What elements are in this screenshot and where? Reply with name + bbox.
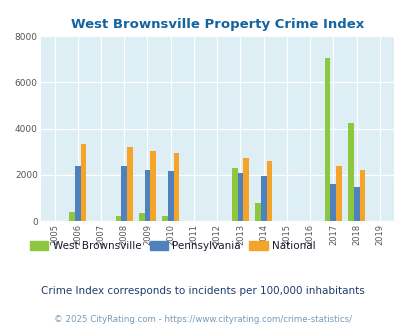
Bar bbox=[243, 157, 249, 221]
Bar bbox=[359, 170, 364, 221]
Bar bbox=[81, 144, 86, 221]
Bar bbox=[162, 216, 167, 221]
Bar bbox=[324, 58, 330, 221]
Bar bbox=[347, 123, 353, 221]
Bar bbox=[353, 187, 359, 221]
Bar bbox=[139, 214, 144, 221]
Bar bbox=[237, 173, 243, 221]
Bar bbox=[121, 166, 127, 221]
Bar bbox=[335, 166, 341, 221]
Bar bbox=[330, 184, 335, 221]
Bar bbox=[254, 203, 260, 221]
Bar bbox=[173, 153, 179, 221]
Text: © 2025 CityRating.com - https://www.cityrating.com/crime-statistics/: © 2025 CityRating.com - https://www.city… bbox=[54, 315, 351, 324]
Bar bbox=[144, 170, 150, 221]
Bar bbox=[266, 161, 272, 221]
Bar bbox=[69, 212, 75, 221]
Bar bbox=[75, 166, 81, 221]
Text: Crime Index corresponds to incidents per 100,000 inhabitants: Crime Index corresponds to incidents per… bbox=[41, 286, 364, 296]
Title: West Brownsville Property Crime Index: West Brownsville Property Crime Index bbox=[70, 18, 363, 31]
Legend: West Brownsville, Pennsylvania, National: West Brownsville, Pennsylvania, National bbox=[26, 237, 320, 255]
Bar bbox=[231, 168, 237, 221]
Bar bbox=[260, 176, 266, 221]
Bar bbox=[167, 171, 173, 221]
Bar bbox=[127, 147, 133, 221]
Bar bbox=[115, 216, 121, 221]
Bar bbox=[150, 150, 156, 221]
